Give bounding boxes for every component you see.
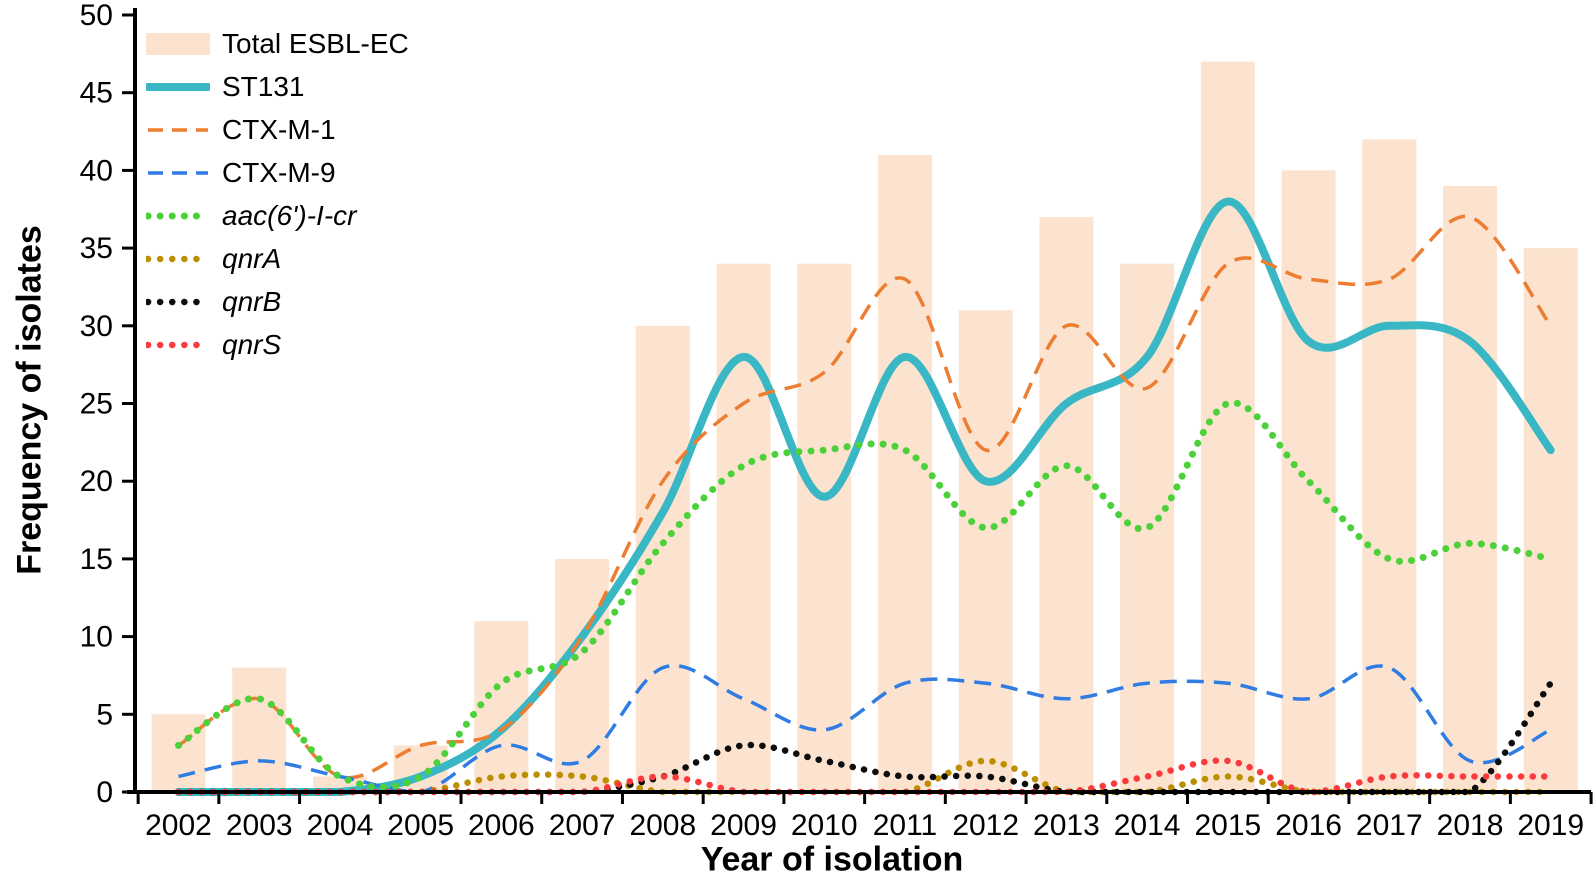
bar-2013 <box>1039 217 1094 792</box>
legend-label-total-esbl-ec: Total ESBL-EC <box>222 27 409 59</box>
x-tick-label-2007: 2007 <box>549 809 616 842</box>
legend-swatch-ctx-m-1 <box>146 117 210 143</box>
line-ctx-m-9 <box>178 664 1552 794</box>
x-tick-label-2013: 2013 <box>1033 809 1100 842</box>
legend-item-qnrs: qnrS <box>146 323 409 366</box>
legend-swatch-qnrs <box>146 332 210 358</box>
x-tick-label-2014: 2014 <box>1114 809 1181 842</box>
bar-2009 <box>716 263 771 792</box>
legend: Total ESBL-EC ST131 CTX-M-1 CTX-M-9 aac(6')-… <box>146 22 409 366</box>
x-tick-label-2011: 2011 <box>873 809 938 842</box>
legend-swatch-aac-6-i-cr <box>146 203 210 229</box>
x-tick-label-2019: 2019 <box>1517 809 1584 842</box>
y-tick-label-50: 50 <box>80 0 113 32</box>
y-axis-title: Frequency of isolates <box>10 225 49 575</box>
legend-item-ctx-m-9: CTX-M-9 <box>146 151 409 194</box>
bar-2010 <box>797 263 852 792</box>
y-tick-label-15: 15 <box>80 543 113 576</box>
line-st131 <box>174 197 1555 797</box>
x-tick-label-2006: 2006 <box>468 809 535 842</box>
legend-item-st131: ST131 <box>146 65 409 108</box>
bar-2008 <box>635 325 690 792</box>
bar-2019 <box>1523 248 1578 793</box>
y-tick-label-25: 25 <box>80 388 113 421</box>
legend-label-qnra: qnrA <box>222 242 282 274</box>
y-tick-label-5: 5 <box>96 698 113 731</box>
x-tick-label-2017: 2017 <box>1356 809 1423 842</box>
legend-swatch-qnrb <box>146 289 210 315</box>
y-tick-label-20: 20 <box>80 465 113 498</box>
x-tick-label-2008: 2008 <box>629 809 696 842</box>
bar-2017 <box>1362 139 1417 792</box>
y-tick-label-30: 30 <box>80 310 113 343</box>
legend-label-ctx-m-1: CTX-M-1 <box>222 113 336 145</box>
x-tick-label-2005: 2005 <box>387 809 454 842</box>
line-aac-6-i-cr <box>175 399 1555 791</box>
x-tick-label-2004: 2004 <box>307 809 374 842</box>
x-tick-label-2009: 2009 <box>710 809 777 842</box>
y-tick-label-0: 0 <box>96 776 113 809</box>
x-tick-label-2002: 2002 <box>145 809 212 842</box>
x-tick-label-2018: 2018 <box>1437 809 1504 842</box>
x-tick-label-2015: 2015 <box>1194 809 1261 842</box>
legend-label-st131: ST131 <box>222 70 305 102</box>
legend-item-qnrb: qnrB <box>146 280 409 323</box>
bar-2003 <box>232 667 287 792</box>
x-tick-label-2003: 2003 <box>226 809 293 842</box>
y-tick-label-10: 10 <box>80 621 113 654</box>
legend-item-ctx-m-1: CTX-M-1 <box>146 108 409 151</box>
legend-label-ctx-m-9: CTX-M-9 <box>222 156 336 188</box>
line-ctx-m-1 <box>177 214 1553 780</box>
legend-label-aac-6-i-cr: aac(6')-I-cr <box>222 199 357 231</box>
legend-label-qnrb: qnrB <box>222 285 282 317</box>
legend-swatch-st131 <box>146 74 210 100</box>
legend-swatch-qnra <box>146 246 210 272</box>
bar-2018 <box>1443 185 1498 792</box>
legend-item-aac-6-i-cr: aac(6')-I-cr <box>146 194 409 237</box>
bar-2002 <box>151 714 206 792</box>
x-tick-label-2010: 2010 <box>791 809 858 842</box>
legend-item-total-esbl-ec: Total ESBL-EC <box>146 22 409 65</box>
y-tick-label-35: 35 <box>80 232 113 265</box>
y-tick-label-45: 45 <box>80 77 113 110</box>
x-tick-label-2016: 2016 <box>1275 809 1342 842</box>
legend-item-qnra: qnrA <box>146 237 409 280</box>
x-axis-title: Year of isolation <box>700 840 964 879</box>
y-tick-label-40: 40 <box>80 154 113 187</box>
legend-swatch-ctx-m-9 <box>146 160 210 186</box>
x-tick-label-2012: 2012 <box>952 809 1019 842</box>
legend-swatch-total-esbl-ec <box>146 31 210 57</box>
bar-2007 <box>555 558 610 792</box>
line-qnrb <box>175 679 1554 796</box>
bar-2015 <box>1200 61 1255 793</box>
bar-2011 <box>877 154 932 793</box>
bar-2012 <box>958 310 1013 792</box>
legend-label-qnrs: qnrS <box>222 328 282 360</box>
